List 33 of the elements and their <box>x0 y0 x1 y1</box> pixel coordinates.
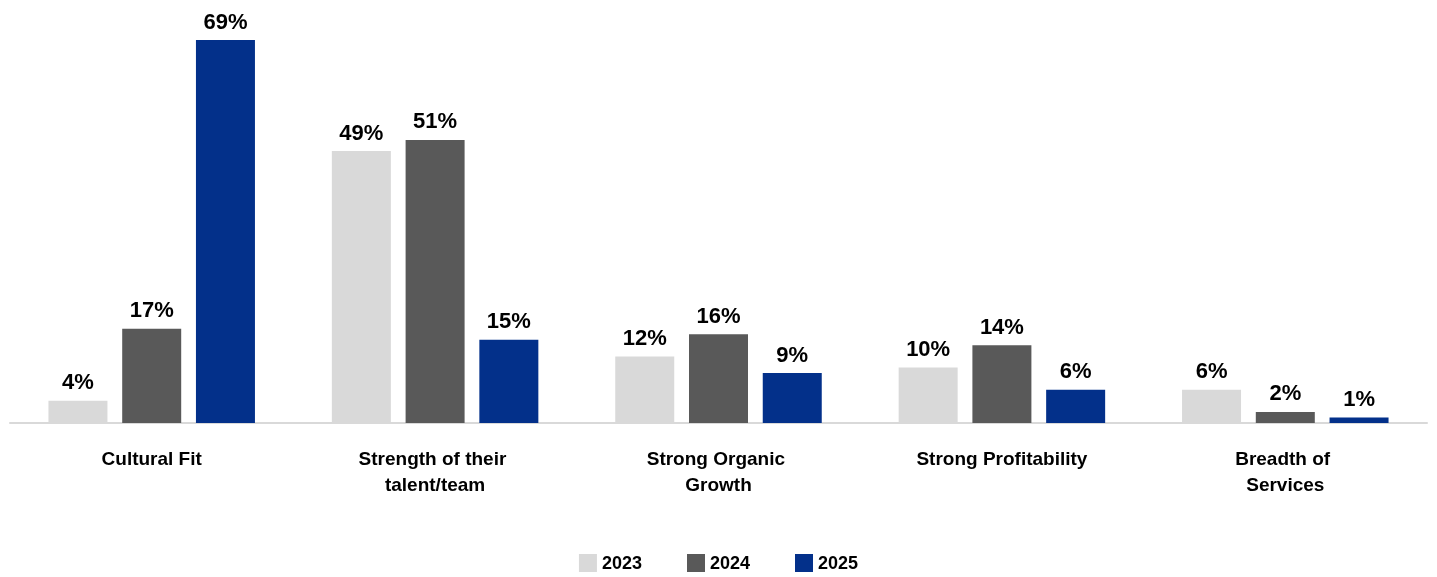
bar <box>689 334 748 423</box>
data-label: 12% <box>622 324 667 350</box>
data-label: 4% <box>62 369 94 395</box>
x-tick-label: Strength of their talent/team <box>358 447 512 495</box>
data-label: 51% <box>413 108 458 134</box>
bar <box>972 345 1032 423</box>
data-label: 1% <box>1343 385 1375 411</box>
x-tick-label: Cultural Fit <box>101 447 203 469</box>
data-label: 2% <box>1269 380 1302 406</box>
x-tick-label: Strong Profitability <box>916 447 1088 469</box>
data-label: 49% <box>339 119 384 145</box>
legend-label: 2024 <box>709 553 751 573</box>
data-label: 16% <box>696 302 741 328</box>
data-label: 15% <box>486 308 531 334</box>
data-label: 6% <box>1195 358 1228 384</box>
legend-label: 2025 <box>818 553 859 573</box>
bar <box>195 40 255 423</box>
data-label: 17% <box>129 297 174 323</box>
bar <box>479 339 539 423</box>
data-label: 14% <box>979 313 1024 339</box>
legend-label: 2023 <box>601 553 642 573</box>
data-label: 10% <box>906 335 951 361</box>
data-label: 69% <box>203 8 248 34</box>
x-tick-label: Breadth of Services <box>1235 447 1336 495</box>
x-tick-label: Strong Organic Growth <box>646 447 791 495</box>
bar <box>1255 411 1315 423</box>
bar <box>405 139 465 423</box>
bar <box>122 328 182 423</box>
data-label: 9% <box>776 341 809 367</box>
bar <box>1329 417 1389 423</box>
data-label: 6% <box>1059 358 1092 384</box>
bar <box>1046 389 1106 423</box>
bar <box>762 373 822 423</box>
